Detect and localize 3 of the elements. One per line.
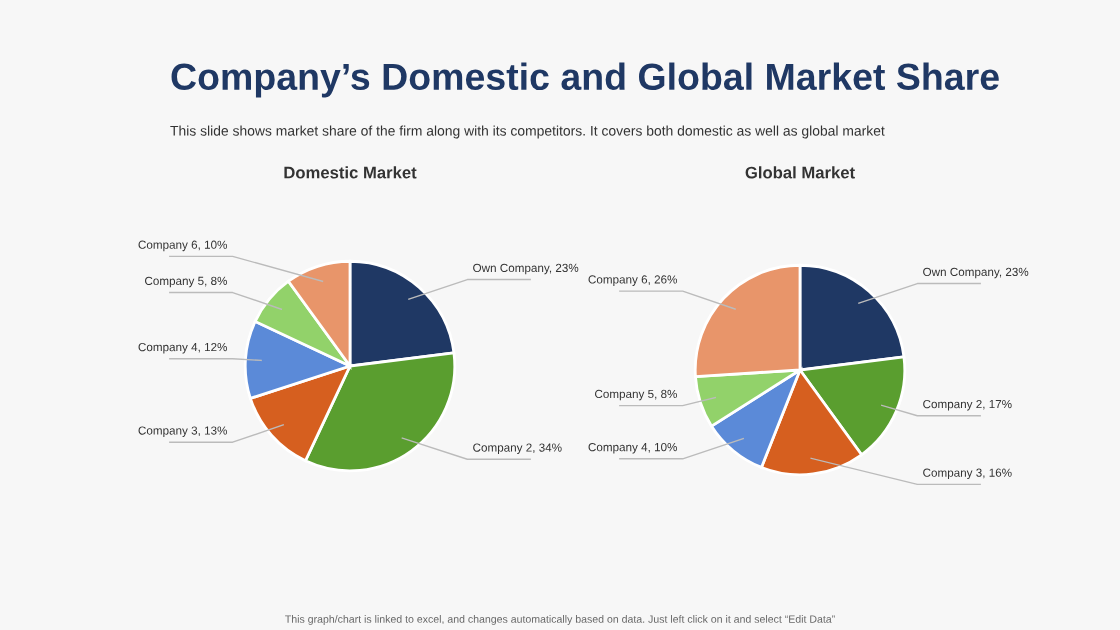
text: Company’s Domestic and Global Market Share	[171, 62, 999, 98]
chart-title: Domestic Market	[284, 166, 417, 179]
chart-title: Global Market	[745, 166, 855, 179]
